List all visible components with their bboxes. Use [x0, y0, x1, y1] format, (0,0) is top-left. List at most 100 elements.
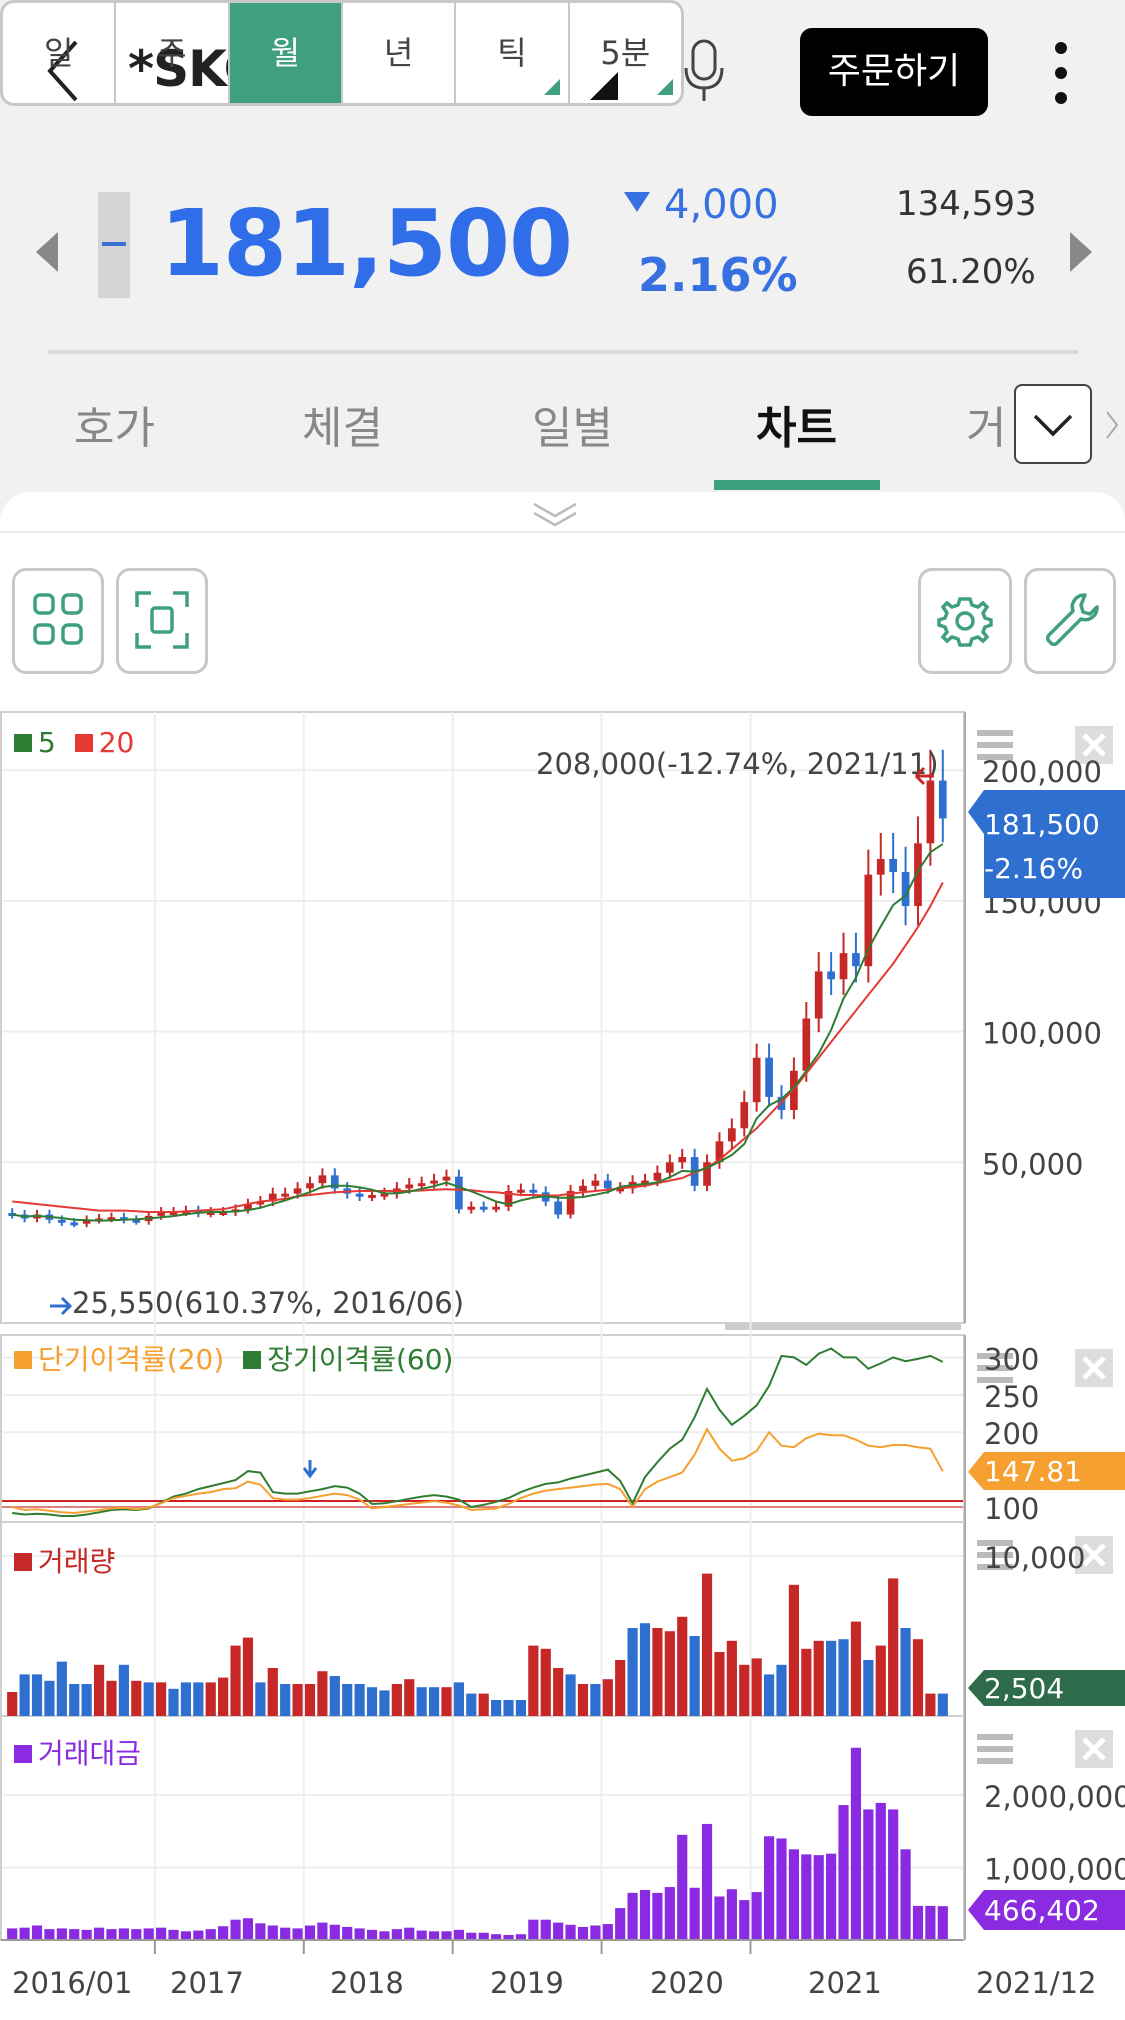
- menu-line: [977, 730, 1013, 736]
- amount-bar: [7, 1928, 18, 1940]
- amount-bar: [193, 1930, 204, 1940]
- amount-bar: [354, 1928, 365, 1940]
- x-tick-label: 2019: [490, 1966, 564, 2000]
- volume-bar: [56, 1661, 67, 1716]
- high-arrow-icon: [914, 766, 934, 786]
- chevron-right-icon[interactable]: [1104, 410, 1120, 440]
- candle-body: [70, 1222, 79, 1226]
- candle-body: [455, 1176, 463, 1210]
- microphone-icon[interactable]: [680, 38, 730, 104]
- disparity-legend: 단기이격률(20) 장기이격률(60): [14, 1338, 453, 1378]
- order-button[interactable]: 주문하기: [800, 28, 988, 116]
- menu-line: [977, 1365, 1013, 1371]
- volume-bar: [925, 1693, 936, 1716]
- volume-bar: [143, 1682, 154, 1716]
- amount-bar: [763, 1836, 775, 1940]
- amount-bar: [143, 1928, 154, 1940]
- close-icon: [1075, 1730, 1113, 1768]
- period-5min[interactable]: 5분: [570, 3, 681, 103]
- amount-bar: [56, 1928, 67, 1940]
- amount-bar: [31, 1925, 43, 1940]
- period-month[interactable]: 월: [229, 3, 343, 103]
- more-options-icon[interactable]: [1050, 42, 1072, 104]
- tab-partial[interactable]: 거: [966, 403, 1007, 454]
- x-tick-label: 2017: [170, 1966, 244, 2000]
- high-annotation: 208,000(-12.74%, 2021/11): [536, 747, 939, 781]
- candle-body: [740, 1102, 749, 1129]
- candle-body: [492, 1206, 500, 1210]
- menu-icon: [977, 1540, 1013, 1570]
- menu-line: [977, 1564, 1013, 1570]
- y-tick-label: 10,000: [984, 1541, 1085, 1575]
- candle-body: [256, 1201, 265, 1205]
- amount-bar: [93, 1927, 105, 1940]
- volume-bar: [627, 1628, 638, 1716]
- amount-bar: [540, 1919, 551, 1940]
- volume-bar: [156, 1682, 167, 1716]
- volume-bar: [180, 1682, 192, 1716]
- ma5-line: [12, 843, 944, 1222]
- tools-button[interactable]: [1024, 568, 1116, 674]
- collapse-chevrons-icon[interactable]: [530, 500, 580, 530]
- volume-bar: [242, 1637, 254, 1716]
- period-week[interactable]: 주: [116, 3, 230, 103]
- amount-bar: [565, 1924, 576, 1940]
- legend-swatch: [14, 1553, 32, 1571]
- tab-daily[interactable]: 일별: [532, 403, 613, 454]
- candle-body: [132, 1219, 141, 1223]
- amount-bar: [528, 1919, 539, 1940]
- prev-stock-arrow-icon[interactable]: [36, 232, 58, 272]
- amount-bar: [404, 1927, 415, 1940]
- candle-body: [914, 843, 922, 907]
- volume-bar: [838, 1639, 849, 1716]
- volume-bar: [615, 1660, 626, 1716]
- candle-body: [430, 1180, 438, 1184]
- volume-bar: [292, 1684, 303, 1716]
- volume-bar: [131, 1680, 142, 1716]
- tab-trades[interactable]: 체결: [302, 403, 383, 454]
- volume-bar: [540, 1648, 551, 1716]
- fullscreen-icon: [135, 591, 189, 649]
- panel-divider: [0, 531, 1125, 533]
- price-slider[interactable]: [98, 192, 130, 298]
- back-arrow-icon[interactable]: [40, 36, 90, 106]
- legend-swatch: [14, 734, 32, 752]
- period-year[interactable]: 년: [343, 3, 457, 103]
- tab-hoga[interactable]: 호가: [74, 403, 155, 454]
- candle-body: [107, 1217, 116, 1221]
- candle-body: [405, 1184, 414, 1189]
- volume-bar: [44, 1680, 55, 1716]
- amount-bar: [255, 1923, 266, 1940]
- dropdown-triangle-icon[interactable]: [590, 72, 618, 100]
- low-arrow-icon: [50, 1296, 73, 1316]
- volume-bar: [230, 1645, 241, 1716]
- disparity-tag: [968, 1452, 1125, 1490]
- volume-bar: [863, 1660, 874, 1716]
- menu-line: [977, 742, 1013, 748]
- stock-chart[interactable]: 50,000100,000150,000200,000208,000(-12.7…: [0, 710, 1125, 2020]
- last-price-label: 181,500: [984, 808, 1100, 841]
- next-stock-arrow-icon[interactable]: [1070, 232, 1092, 272]
- volume-bar: [813, 1640, 824, 1716]
- layout-grid-button[interactable]: [12, 568, 104, 674]
- y-tick-label: 250: [984, 1380, 1039, 1414]
- low-annotation: 25,550(610.37%, 2016/06): [72, 1286, 464, 1320]
- menu-icon: [977, 1734, 1013, 1764]
- volume-bar: [937, 1693, 948, 1716]
- candle-body: [82, 1219, 91, 1224]
- volume-bar: [714, 1652, 725, 1716]
- volume-bar: [801, 1648, 812, 1716]
- candle-body: [814, 971, 823, 1019]
- expand-tabs-button[interactable]: [1014, 384, 1092, 464]
- candle-body: [852, 953, 860, 967]
- volume-bar: [826, 1640, 837, 1716]
- candle-body: [306, 1183, 314, 1189]
- volume-bar: [453, 1682, 464, 1716]
- fullscreen-button[interactable]: [116, 568, 208, 674]
- period-day[interactable]: 일: [3, 3, 117, 103]
- settings-button[interactable]: [918, 568, 1012, 674]
- tab-chart[interactable]: 차트: [756, 403, 837, 454]
- menu-icon: [977, 730, 1013, 760]
- period-tick[interactable]: 틱: [456, 3, 570, 103]
- amount-bar: [366, 1929, 378, 1940]
